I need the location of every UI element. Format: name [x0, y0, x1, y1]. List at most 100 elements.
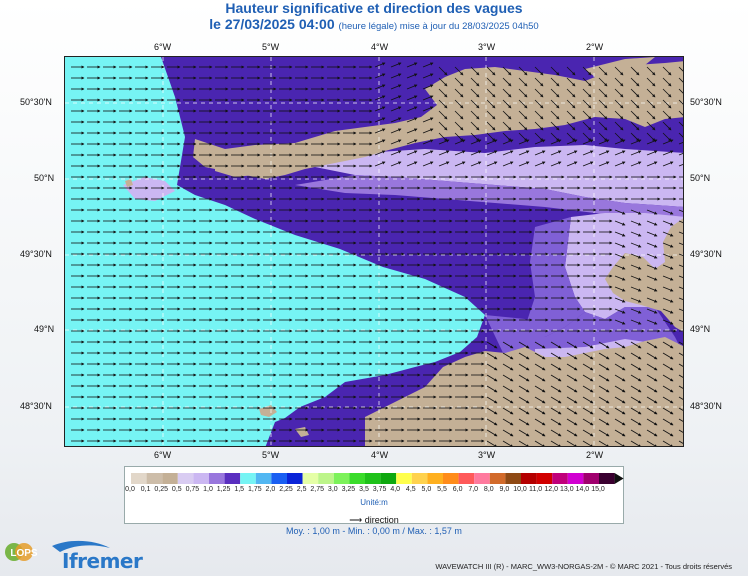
direction-arrow [646, 77, 656, 87]
direction-arrow [422, 106, 434, 112]
wave-height-map[interactable] [64, 56, 684, 447]
direction-arrow [518, 396, 530, 404]
direction-arrow [454, 150, 466, 156]
direction-arrow [630, 341, 642, 349]
direction-arrow [630, 286, 642, 292]
direction-arrow [470, 121, 480, 131]
direction-arrow [422, 62, 434, 68]
legend-swatch [396, 473, 412, 484]
direction-arrow [614, 352, 626, 360]
direction-arrow [630, 139, 642, 145]
direction-arrow [646, 297, 658, 303]
direction-arrow [550, 88, 560, 98]
direction-arrow [566, 440, 578, 446]
direction-arrow [534, 161, 546, 167]
lops-logo: LOPS [5, 543, 38, 561]
legend-swatch [349, 473, 365, 484]
direction-arrow [566, 429, 578, 437]
legend-swatch [333, 473, 350, 484]
direction-arrow [614, 110, 624, 120]
legend-value: 0,75 [185, 486, 200, 493]
direction-arrow [614, 396, 626, 404]
direction-arrow [438, 161, 450, 167]
direction-arrow [518, 132, 528, 142]
legend-swatch [443, 473, 459, 484]
lon-tick-bottom-4w: 4°W [371, 450, 389, 460]
direction-arrow [582, 150, 594, 156]
direction-arrow [390, 150, 402, 156]
direction-arrow [534, 363, 546, 371]
direction-arrow [502, 407, 514, 415]
direction-arrow [678, 88, 683, 94]
direction-arrow [534, 429, 546, 437]
direction-arrow [486, 132, 496, 142]
direction-arrow [630, 297, 642, 303]
direction-arrow [390, 139, 402, 145]
direction-arrow [486, 440, 498, 446]
direction-arrow [598, 139, 610, 145]
legend-swatch [318, 473, 334, 484]
direction-arrow [678, 385, 683, 389]
direction-arrow [550, 139, 562, 145]
legend-value: 2,0 [265, 486, 276, 493]
direction-arrow [438, 99, 448, 109]
direction-arrow [646, 385, 658, 393]
direction-arrow [374, 139, 386, 145]
direction-arrow [550, 77, 560, 87]
legend-swatch [567, 473, 584, 484]
direction-arrow [550, 440, 562, 446]
direction-arrow [630, 374, 642, 382]
direction-arrow [438, 139, 450, 145]
legend-swatch [162, 473, 178, 484]
direction-arrow [566, 396, 578, 404]
direction-arrow [678, 396, 683, 400]
direction-arrow [502, 150, 514, 156]
direction-arrow [550, 418, 562, 426]
legend-value: 1,25 [216, 486, 231, 493]
direction-arrow [646, 352, 658, 360]
direction-arrow [678, 319, 683, 323]
direction-arrow [678, 66, 683, 72]
direction-arrow [550, 363, 562, 371]
direction-arrow [614, 319, 626, 325]
legend-value: 4,5 [405, 486, 416, 493]
legend-swatch [583, 473, 599, 484]
direction-arrow [406, 161, 418, 167]
wave-zone-lavender-cornwall [123, 177, 175, 201]
unit-label: Unité:m [360, 498, 388, 507]
direction-arrow [662, 385, 674, 393]
direction-arrow [630, 429, 642, 437]
legend-value: 3,5 [359, 486, 369, 493]
direction-arrow [470, 99, 480, 109]
direction-arrow [374, 84, 386, 90]
direction-arrow [582, 374, 594, 382]
legend-value: 0,25 [154, 486, 168, 493]
direction-arrow [534, 352, 546, 360]
direction-arrow [566, 132, 576, 142]
direction-arrow [486, 110, 496, 120]
direction-arrow [550, 66, 560, 76]
direction-arrow [614, 77, 624, 87]
direction-arrow [486, 352, 498, 360]
legend-value: 5,5 [437, 486, 447, 493]
direction-arrow [582, 121, 592, 131]
direction-arrow [534, 66, 544, 76]
direction-arrow [630, 209, 642, 215]
direction-arrow [374, 150, 386, 156]
direction-arrow [422, 117, 434, 123]
lat-tick-left-48-30: 48°30'N [20, 401, 52, 411]
direction-arrow [630, 319, 642, 325]
direction-arrow [374, 62, 386, 68]
direction-arrow [614, 242, 626, 248]
ifremer-wordmark: Ifremer [62, 549, 143, 573]
direction-arrow [470, 66, 480, 76]
legend-value: 12,0 [544, 486, 558, 493]
direction-arrow [422, 95, 434, 101]
direction-arrow [550, 121, 560, 131]
legend-swatch [287, 473, 303, 484]
direction-arrow [502, 374, 514, 382]
direction-arrow [390, 106, 402, 112]
direction-arrow [630, 66, 640, 76]
legend-value: 1,5 [234, 486, 245, 493]
legend-value: 2,5 [296, 486, 307, 493]
